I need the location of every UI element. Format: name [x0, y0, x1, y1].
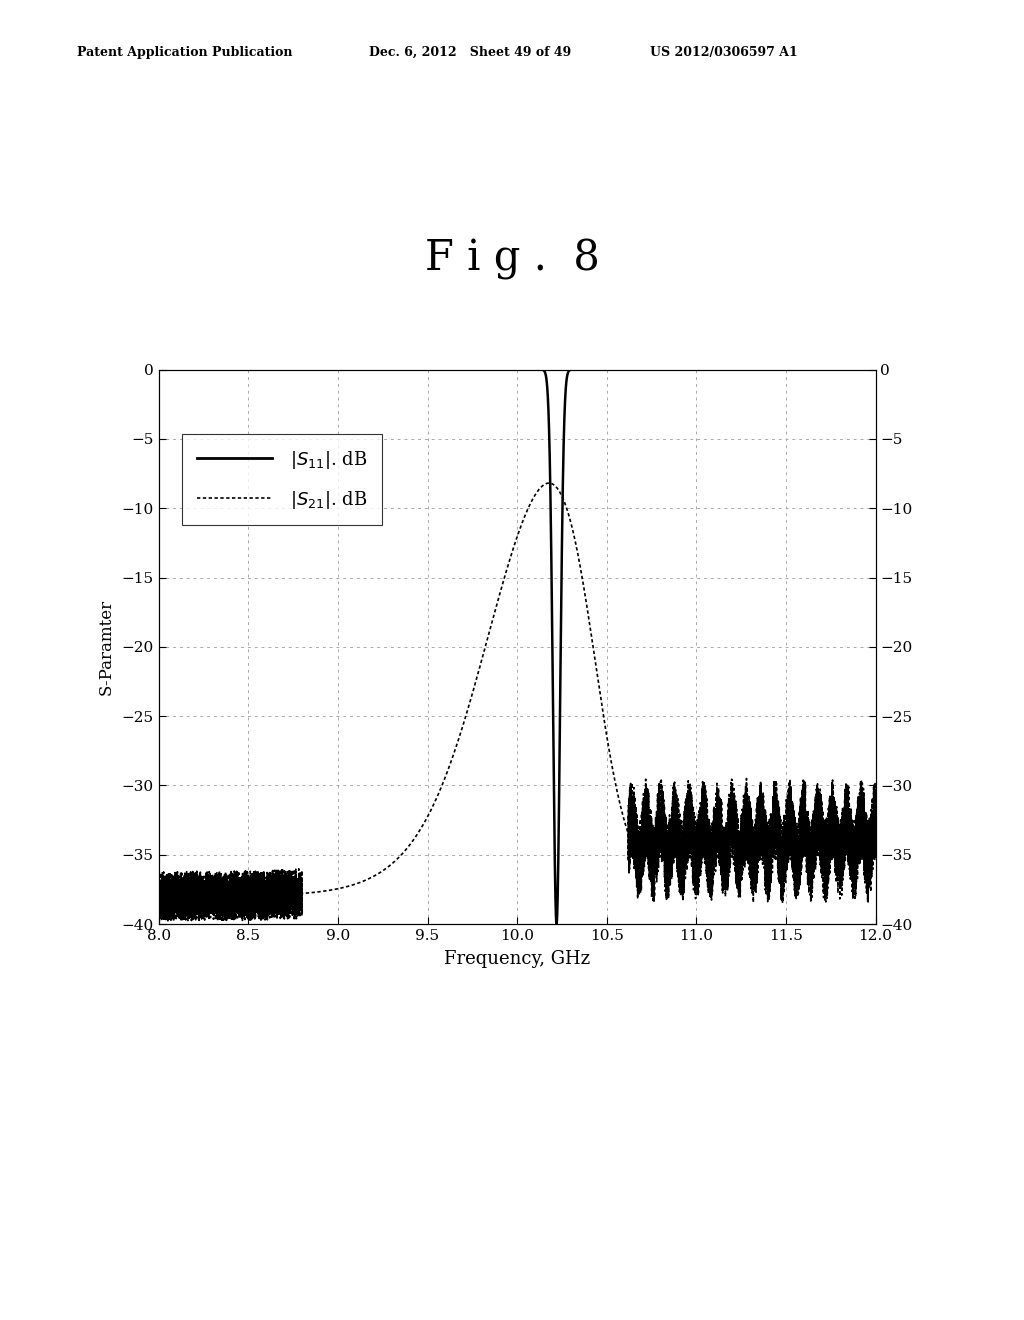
Legend: $|S_{11}|$. dB, $|S_{21}|$. dB: $|S_{11}|$. dB, $|S_{21}|$. dB [182, 434, 382, 525]
Text: Dec. 6, 2012   Sheet 49 of 49: Dec. 6, 2012 Sheet 49 of 49 [369, 46, 571, 59]
Text: US 2012/0306597 A1: US 2012/0306597 A1 [650, 46, 798, 59]
Y-axis label: S-Paramter: S-Paramter [97, 599, 115, 694]
Text: Patent Application Publication: Patent Application Publication [77, 46, 292, 59]
Text: F i g .  8: F i g . 8 [425, 238, 599, 280]
X-axis label: Frequency, GHz: Frequency, GHz [444, 950, 590, 968]
